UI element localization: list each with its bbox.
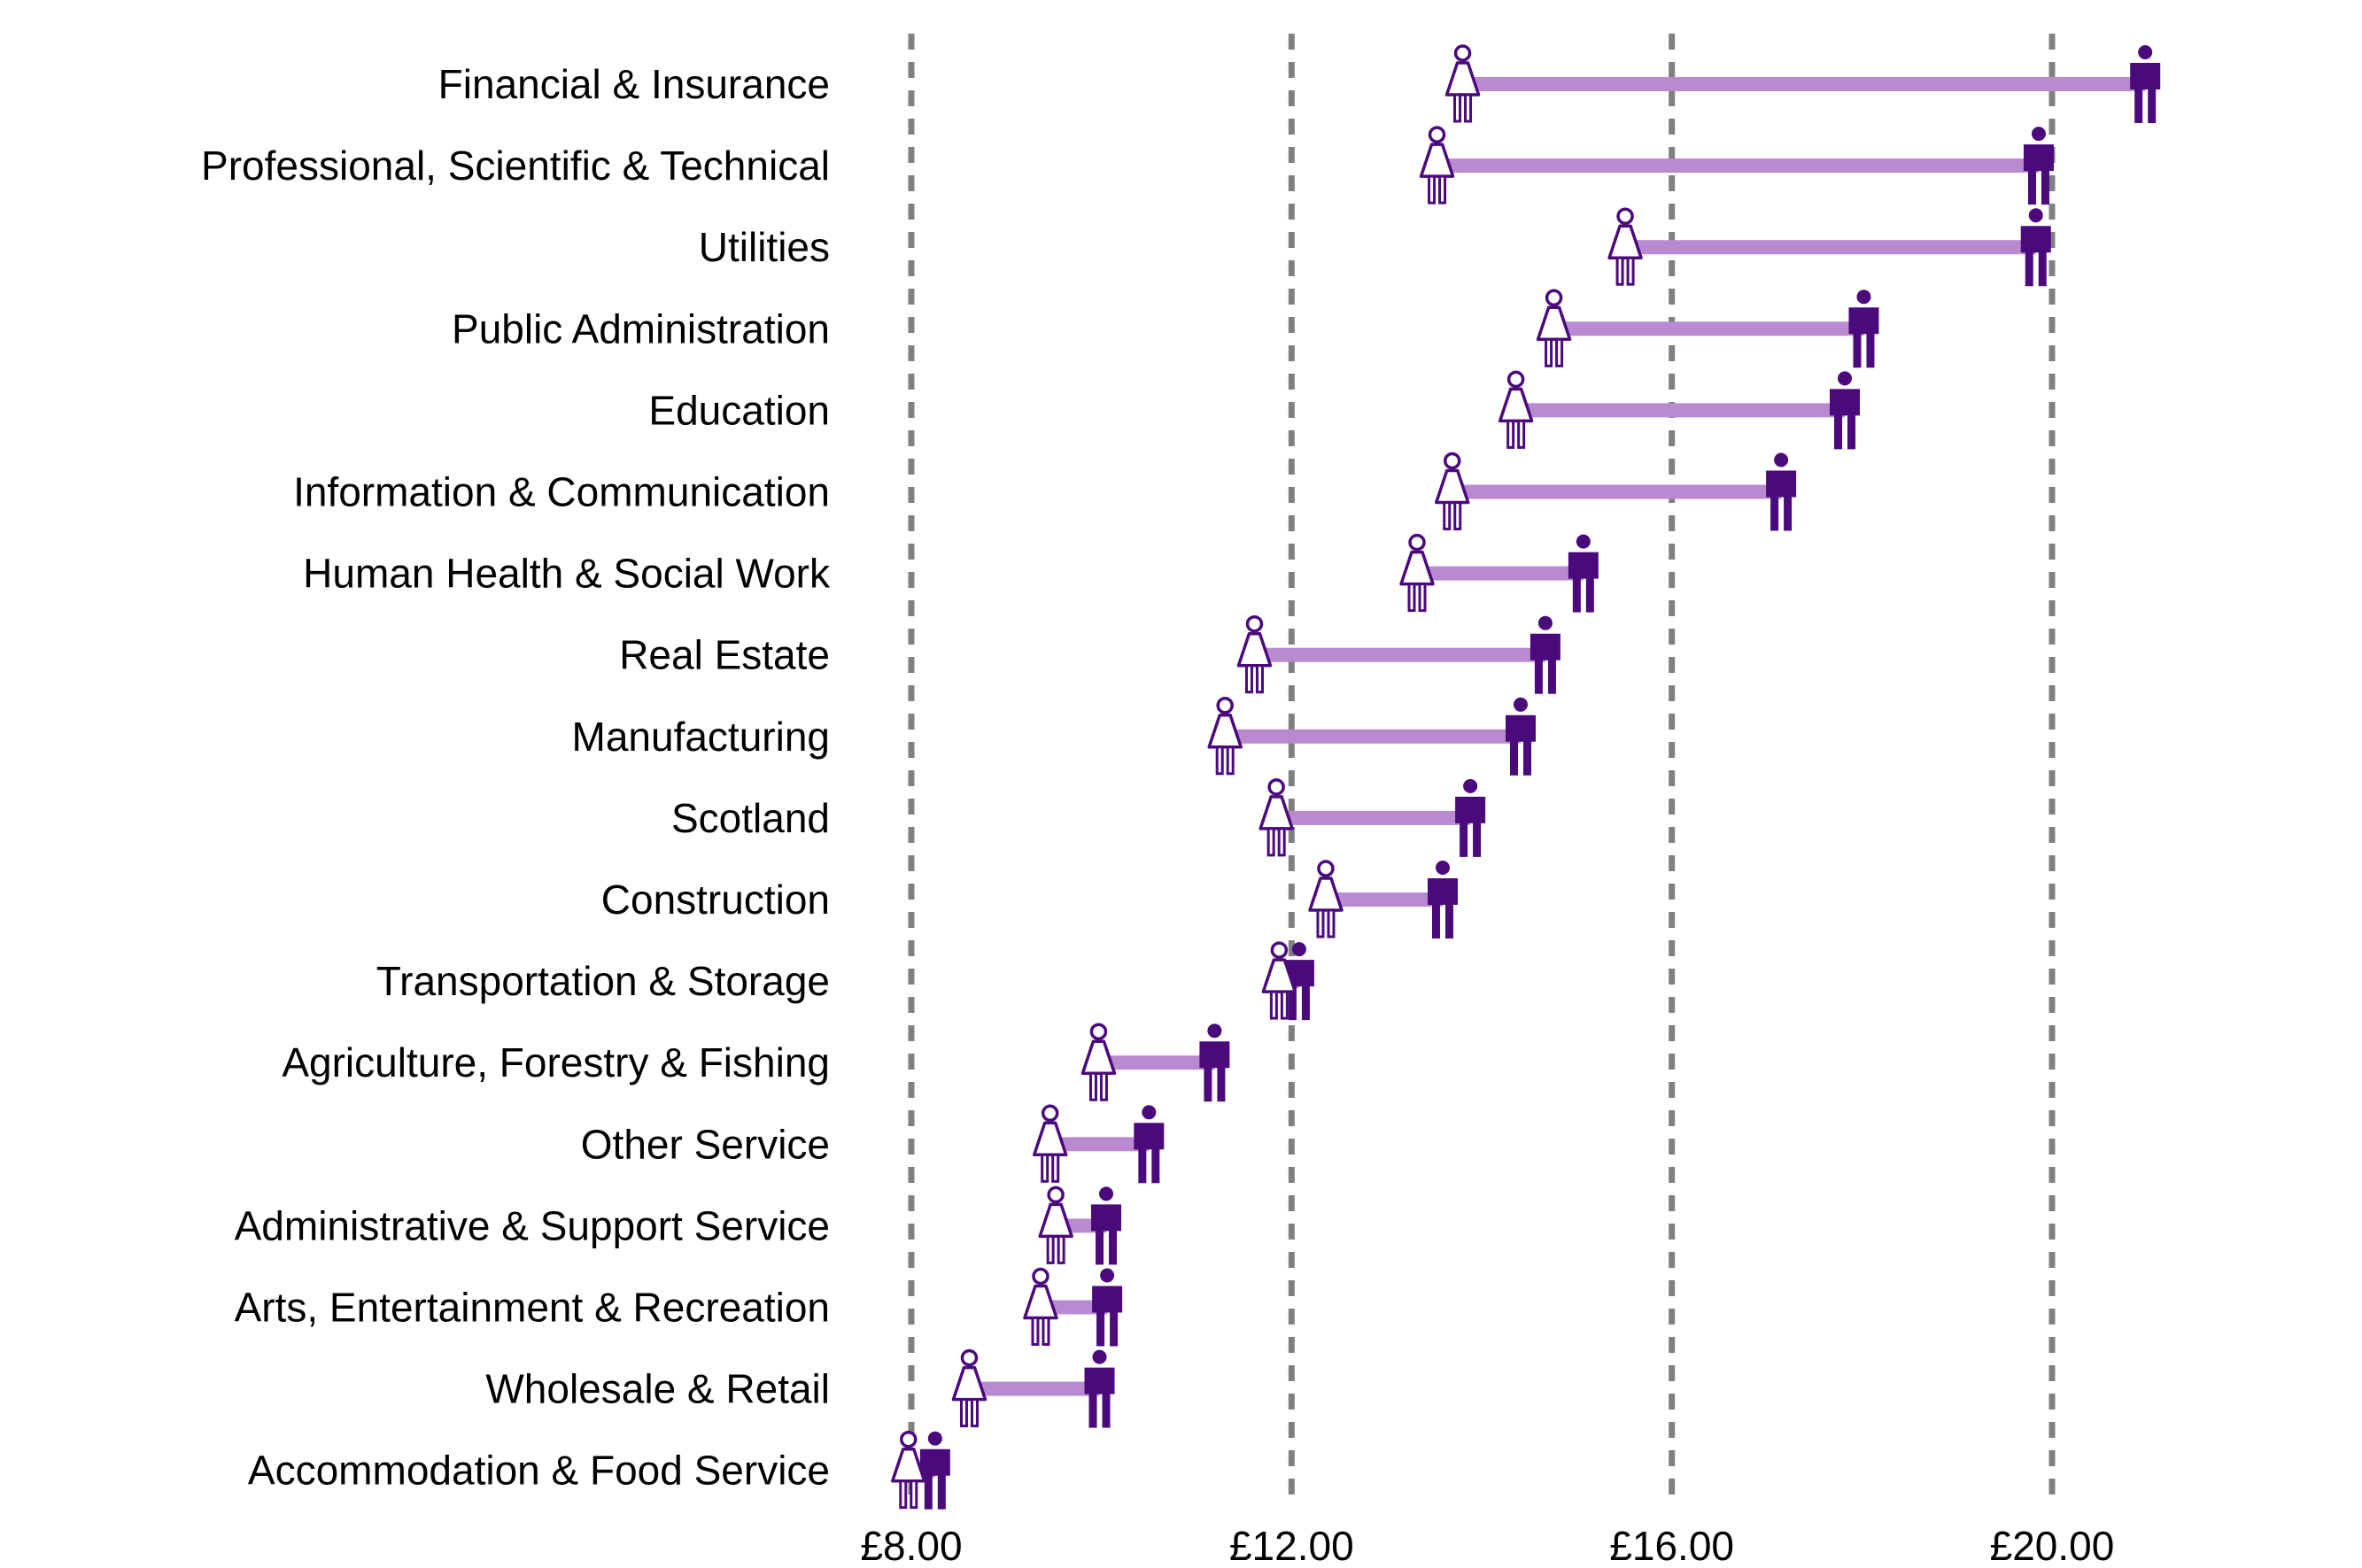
female-icon [1308, 860, 1344, 938]
male-icon [2020, 208, 2051, 287]
category-label: Administrative & Support Service [235, 1202, 830, 1248]
gap-bar [1437, 158, 2039, 174]
category-label: Construction [601, 877, 830, 923]
female-icon [1080, 1023, 1117, 1101]
gap-bar [1625, 240, 2036, 255]
category-label: Information & Communication [293, 469, 830, 515]
category-label-layer: Financial & Insurance Professional, Scien… [201, 61, 831, 1494]
category-label: Other Service [581, 1121, 830, 1167]
gap-bar [1049, 1137, 1150, 1152]
gap-bar [1452, 484, 1782, 499]
male-icon [1084, 1349, 1115, 1428]
male-icon [1568, 534, 1599, 613]
category-label: Arts, Entertainment & Recreation [235, 1285, 830, 1331]
category-label: Human Health & Social Work [303, 551, 831, 597]
female-icon [1419, 126, 1455, 205]
category-label: Agriculture, Forestry & Fishing [282, 1039, 830, 1085]
female-icon [1399, 533, 1435, 613]
male-icon [1830, 371, 1861, 450]
gap-bar [1098, 1055, 1215, 1070]
grid-layer [908, 34, 2056, 1501]
male-icon [1766, 452, 1797, 531]
female-icon [1032, 1104, 1068, 1183]
male-icon [1134, 1105, 1165, 1184]
female-icon [1236, 614, 1273, 694]
gap-bar [1276, 810, 1471, 825]
gap-bar [1040, 1300, 1108, 1315]
gap-bar [1462, 77, 2146, 91]
x-tick-label: £20.00 [1990, 1523, 2115, 1568]
category-label: Professional, Scientific & Technical [201, 143, 830, 189]
female-icon [1536, 289, 1572, 367]
male-icon [1506, 697, 1537, 776]
category-label: Accommodation & Food Service [248, 1448, 830, 1494]
gap-bar [1417, 566, 1584, 581]
male-icon [2130, 45, 2161, 123]
male-icon [1455, 778, 1486, 857]
female-icon [1207, 697, 1243, 776]
x-tick-label-layer: £8.00 £12.00 £16.00 £20.00 [860, 1523, 2114, 1568]
category-label: Real Estate [619, 632, 830, 678]
category-label: Public Administration [452, 305, 830, 351]
male-icon [1848, 290, 1879, 368]
icon-layer [891, 44, 2161, 1510]
female-icon [951, 1348, 987, 1428]
female-icon [1038, 1186, 1073, 1264]
male-icon [1529, 615, 1560, 694]
category-label: Utilities [699, 224, 830, 270]
category-label: Wholesale & Retail [485, 1366, 830, 1412]
gap-bar [1515, 403, 1846, 418]
male-icon [1092, 1268, 1123, 1347]
x-tick-label: £8.00 [860, 1523, 962, 1568]
female-icon [1444, 44, 1481, 123]
gap-bar [969, 1381, 1100, 1396]
male-icon [1199, 1023, 1230, 1102]
category-label: Scotland [671, 795, 830, 841]
female-icon [1258, 778, 1294, 857]
male-icon [2023, 127, 2054, 205]
category-label: Manufacturing [572, 714, 831, 760]
category-label: Education [648, 387, 830, 433]
gap-bar [1553, 321, 1864, 336]
male-icon [1427, 861, 1458, 938]
category-label: Financial & Insurance [438, 61, 830, 107]
male-icon [919, 1431, 950, 1510]
female-icon [1498, 370, 1534, 449]
male-icon [1091, 1186, 1122, 1265]
category-label: Transportation & Storage [376, 958, 830, 1004]
female-icon [1434, 452, 1470, 530]
female-icon [1607, 207, 1643, 286]
gap-bar [1254, 647, 1545, 662]
female-icon [1023, 1267, 1058, 1346]
female-icon [1261, 941, 1297, 1020]
female-icon [891, 1430, 926, 1510]
x-tick-label: £12.00 [1229, 1523, 1354, 1568]
gap-bar [1225, 729, 1522, 744]
x-tick-label: £16.00 [1609, 1523, 1734, 1568]
bar-layer [908, 77, 2146, 1478]
gap-bar [1325, 892, 1443, 907]
